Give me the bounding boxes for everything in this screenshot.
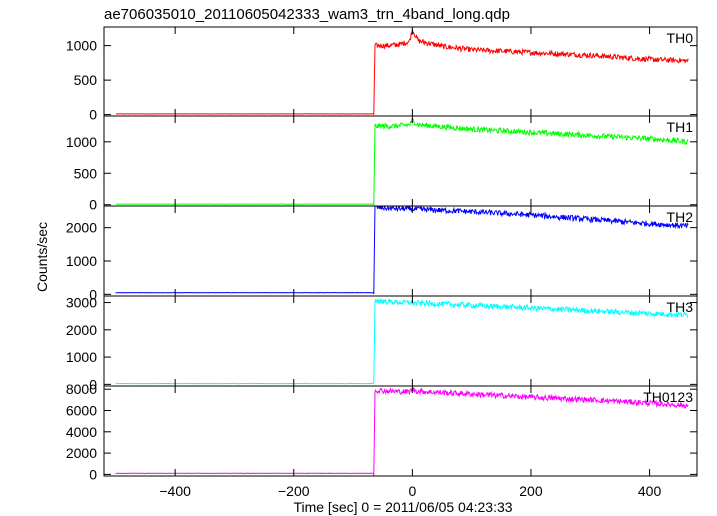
panel-label-th2: TH2 <box>667 209 694 225</box>
panel-label-th0: TH0 <box>667 30 694 46</box>
series-line-th0123 <box>115 387 689 476</box>
y-tick-label: 4000 <box>66 424 97 440</box>
y-tick-label: 1000 <box>66 253 97 269</box>
chart-title: ae706035010_20110605042333_wam3_trn_4ban… <box>104 6 510 23</box>
y-tick-label: 0 <box>89 197 97 213</box>
y-tick-label: 500 <box>74 165 98 181</box>
panel-frame <box>103 385 698 477</box>
y-tick-label: 500 <box>74 72 98 88</box>
panels-group: 0 500 1000 TH0 0 500 1000 TH1 0 1000 2000 TH2 0 1000 2… <box>66 26 698 482</box>
x-axis-label: Time [sec] 0 = 2011/06/05 04:23:33 <box>293 499 512 515</box>
x-tick-labels: −400 −200 0 200 400 <box>159 483 661 499</box>
y-tick-label: 1000 <box>66 349 97 365</box>
panel-th2: 0 1000 2000 TH2 <box>66 205 698 302</box>
y-tick-label: 1000 <box>66 38 97 54</box>
y-tick-label: 0 <box>89 466 97 482</box>
y-axis-label: Counts/sec <box>34 222 50 292</box>
y-tick-label: 6000 <box>66 402 97 418</box>
panel-label-th0123: TH0123 <box>643 389 693 405</box>
panel-frame <box>103 26 698 117</box>
y-tick-label: 3000 <box>66 295 97 311</box>
x-tick-label: −200 <box>278 483 310 499</box>
series-line-th3 <box>115 297 689 385</box>
y-tick-label: 8000 <box>66 381 97 397</box>
series-line-th1 <box>115 118 689 206</box>
panel-th0123: 0 2000 4000 6000 8000 TH0123 <box>66 381 698 482</box>
panel-th3: 0 1000 2000 3000 TH3 <box>66 295 698 392</box>
panel-frame <box>103 115 698 207</box>
y-tick-label: 0 <box>89 286 97 302</box>
series-line-th0 <box>115 29 689 116</box>
y-tick-label: 0 <box>89 376 97 392</box>
panel-label-th1: TH1 <box>667 119 694 135</box>
x-tick-label: 400 <box>638 483 662 499</box>
x-tick-label: 0 <box>408 483 416 499</box>
x-tick-label: 200 <box>519 483 543 499</box>
y-tick-label: 2000 <box>66 220 97 236</box>
panel-th1: 0 500 1000 TH1 <box>66 115 698 213</box>
y-tick-label: 1000 <box>66 134 97 150</box>
series-line-th2 <box>115 206 689 295</box>
y-tick-label: 2000 <box>66 322 97 338</box>
y-tick-label: 2000 <box>66 445 97 461</box>
panel-label-th3: TH3 <box>667 299 694 315</box>
y-tick-label: 0 <box>89 107 97 123</box>
panel-th0: 0 500 1000 TH0 <box>66 26 698 123</box>
x-tick-label: −400 <box>159 483 191 499</box>
